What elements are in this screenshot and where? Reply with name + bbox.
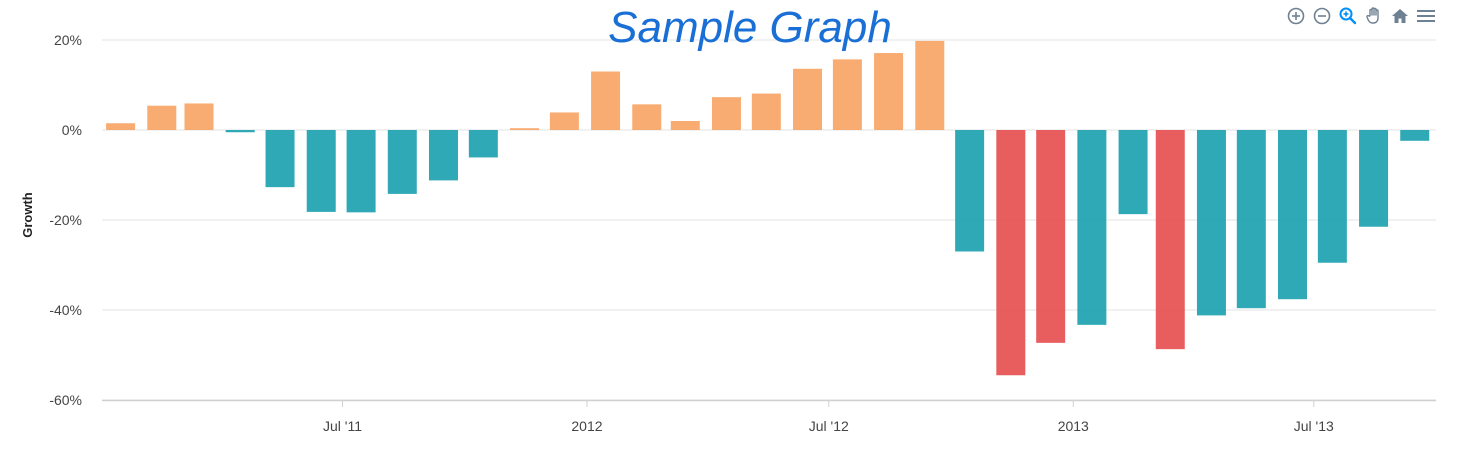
bar[interactable] — [1118, 130, 1148, 215]
bar[interactable] — [751, 93, 781, 130]
menu-button[interactable] — [1416, 6, 1436, 26]
pan-hand-icon — [1366, 7, 1379, 24]
x-tick-label: Jul '13 — [1294, 418, 1334, 434]
zoom-select-icon — [1339, 7, 1357, 25]
zoom-in-icon — [1287, 7, 1305, 25]
bar[interactable] — [996, 130, 1026, 376]
bar[interactable] — [711, 97, 741, 130]
zoom-select-button[interactable] — [1338, 6, 1358, 26]
bar[interactable] — [1317, 130, 1347, 263]
bar[interactable] — [1359, 130, 1389, 227]
bar[interactable] — [793, 68, 823, 130]
bar[interactable] — [1196, 130, 1226, 316]
bar[interactable] — [387, 130, 417, 194]
bar[interactable] — [510, 128, 540, 130]
home-icon — [1392, 9, 1408, 23]
bar[interactable] — [106, 123, 136, 130]
bar[interactable] — [1400, 130, 1430, 141]
bar[interactable] — [306, 130, 336, 212]
y-axis-title: Growth — [20, 192, 35, 238]
bars — [106, 40, 1430, 376]
pan-button[interactable] — [1364, 6, 1384, 26]
x-tick-label: 2012 — [571, 418, 602, 434]
bar[interactable] — [1236, 130, 1266, 309]
menu-icon — [1417, 10, 1435, 22]
bar[interactable] — [1036, 130, 1066, 343]
chart-title: Sample Graph — [608, 3, 892, 52]
y-tick-label: 20% — [54, 32, 82, 48]
bar[interactable] — [632, 104, 662, 130]
zoom-in-button[interactable] — [1286, 6, 1306, 26]
bar[interactable] — [955, 130, 985, 252]
reset-zoom-button[interactable] — [1390, 6, 1410, 26]
bar[interactable] — [1278, 130, 1308, 300]
bar[interactable] — [591, 71, 621, 131]
bar[interactable] — [225, 130, 255, 133]
chart-toolbar — [1286, 6, 1436, 26]
y-tick-label: 0% — [62, 122, 82, 138]
bar[interactable] — [184, 103, 214, 130]
bar[interactable] — [468, 130, 498, 158]
bar[interactable] — [670, 121, 700, 130]
bar[interactable] — [915, 40, 945, 130]
bar[interactable] — [832, 59, 862, 130]
x-tick-label: Jul '11 — [323, 418, 362, 434]
bar[interactable] — [265, 130, 295, 188]
y-tick-label: -20% — [49, 212, 82, 228]
zoom-out-button[interactable] — [1312, 6, 1332, 26]
bar[interactable] — [428, 130, 458, 181]
bar[interactable] — [1077, 130, 1107, 325]
y-tick-label: -40% — [49, 302, 82, 318]
bar[interactable] — [874, 53, 904, 130]
bar[interactable] — [346, 130, 376, 213]
zoom-out-icon — [1313, 7, 1331, 25]
y-tick-label: -60% — [49, 392, 82, 408]
bar[interactable] — [549, 112, 579, 130]
bar[interactable] — [1155, 130, 1185, 350]
x-tick-label: Jul '12 — [809, 418, 849, 434]
x-tick-label: 2013 — [1058, 418, 1089, 434]
bar[interactable] — [147, 105, 177, 130]
axes: 20% 0% -20% -40% -60% Jul '11 2012 Jul '12 2013 J… — [49, 32, 1436, 434]
